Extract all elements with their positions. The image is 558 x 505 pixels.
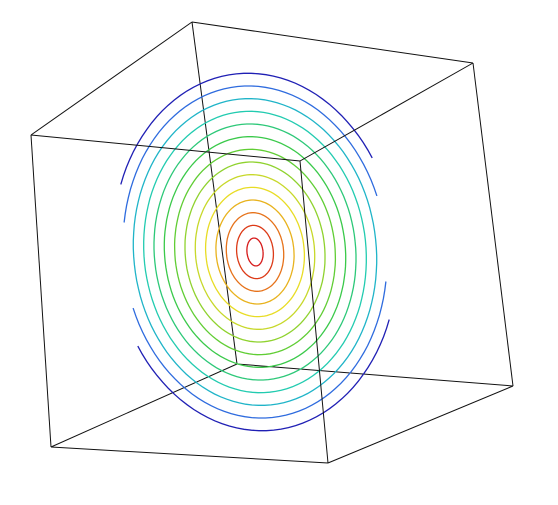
contour-line-level-0.1 (123, 85, 378, 223)
box-edge (236, 363, 514, 387)
box-edge (30, 134, 52, 448)
contour-line-level-0.65 (235, 224, 275, 280)
contour-line-level-0.05 (120, 72, 373, 185)
contour-line-level-0.35 (173, 148, 337, 356)
contour-lines (120, 72, 390, 432)
box-edge (299, 160, 329, 464)
contour-line-level-0.25 (153, 123, 357, 381)
box-edge (191, 21, 474, 64)
contour-line-level-0.55 (215, 199, 295, 305)
contour-line-level-0.45 (194, 174, 316, 330)
box-edge (50, 446, 329, 464)
contour-line-level-0.05 (137, 319, 390, 432)
contour-line-level-0.7 (246, 237, 264, 267)
contour-line-level-0.3 (163, 136, 347, 368)
contour-line-level-0.1 (132, 281, 387, 419)
contour-line-level-0.15 (132, 98, 378, 406)
box-edge (299, 62, 474, 162)
box-edge (30, 21, 193, 136)
box-edge (30, 134, 301, 162)
bounding-box-front-edges (30, 62, 514, 464)
box-edge (50, 363, 238, 448)
contour-line-level-0.4 (184, 161, 326, 343)
contour-line-level-0.6 (225, 212, 285, 292)
contour-line-level-0.2 (143, 110, 367, 394)
contour-line-level-0.5 (204, 186, 306, 318)
bounding-box-back-edges (30, 21, 514, 448)
box-edge (327, 385, 514, 464)
box-edge (472, 62, 514, 387)
